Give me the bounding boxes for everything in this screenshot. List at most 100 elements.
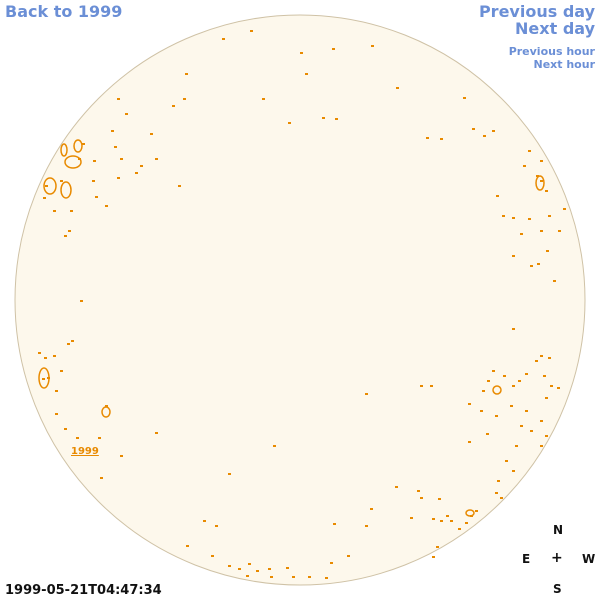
feature-dot: [396, 87, 399, 89]
feature-dot: [335, 118, 338, 120]
feature-dot: [436, 546, 439, 548]
year-marker-link[interactable]: 1999: [71, 446, 99, 457]
feature-dot: [93, 160, 96, 162]
previous-hour-link[interactable]: Previous hour: [508, 45, 595, 58]
feature-dot: [420, 497, 423, 499]
feature-dot: [308, 576, 311, 578]
feature-dot: [178, 185, 181, 187]
next-hour-link[interactable]: Next hour: [533, 58, 596, 71]
feature-dot: [537, 263, 540, 265]
feature-dot: [228, 473, 231, 475]
feature-dot: [518, 380, 521, 382]
feature-dot: [53, 210, 56, 212]
feature-contour: [64, 155, 82, 169]
feature-dot: [530, 265, 533, 267]
feature-dot: [117, 98, 120, 100]
previous-day-link[interactable]: Previous day: [478, 2, 595, 21]
feature-dot: [500, 497, 503, 499]
feature-dot: [111, 130, 114, 132]
feature-dot: [496, 195, 499, 197]
feature-contour: [60, 143, 68, 157]
feature-dot: [480, 410, 483, 412]
feature-dot: [114, 146, 117, 148]
solar-disk: [14, 14, 586, 586]
feature-dot: [53, 355, 56, 357]
feature-dot: [42, 378, 45, 380]
feature-dot: [492, 370, 495, 372]
feature-dot: [450, 520, 453, 522]
feature-dot: [140, 165, 143, 167]
feature-dot: [430, 385, 433, 387]
observation-timestamp: 1999-05-21T04:47:34: [5, 583, 162, 598]
feature-dot: [98, 437, 101, 439]
feature-contour: [101, 406, 111, 418]
feature-dot: [64, 428, 67, 430]
feature-dot: [365, 525, 368, 527]
back-to-year-link[interactable]: Back to 1999: [5, 2, 123, 21]
feature-dot: [262, 98, 265, 100]
feature-dot: [222, 38, 225, 40]
feature-dot: [432, 518, 435, 520]
feature-dot: [292, 576, 295, 578]
feature-contour: [492, 385, 502, 395]
feature-dot: [497, 480, 500, 482]
feature-dot: [440, 138, 443, 140]
feature-dot: [395, 486, 398, 488]
feature-dot: [483, 135, 486, 137]
feature-dot: [505, 460, 508, 462]
compass-west: W: [582, 552, 596, 566]
feature-dot: [492, 130, 495, 132]
feature-dot: [557, 387, 560, 389]
feature-dot: [67, 343, 70, 345]
compass-center-icon: +: [551, 550, 563, 566]
feature-dot: [322, 117, 325, 119]
active-region-contours: [38, 30, 566, 579]
feature-dot: [172, 105, 175, 107]
feature-dot: [125, 113, 128, 115]
feature-dot: [60, 370, 63, 372]
feature-dot: [502, 215, 505, 217]
feature-dot: [486, 433, 489, 435]
feature-dot: [365, 393, 368, 395]
feature-dot: [495, 415, 498, 417]
feature-contour: [535, 175, 545, 191]
feature-dot: [540, 420, 543, 422]
feature-dot: [155, 158, 158, 160]
feature-contour: [60, 181, 72, 199]
feature-dot: [270, 576, 273, 578]
feature-dot: [203, 520, 206, 522]
feature-dot: [215, 525, 218, 527]
feature-dot: [288, 122, 291, 124]
feature-dot: [525, 410, 528, 412]
next-day-link[interactable]: Next day: [515, 19, 595, 38]
feature-dot: [512, 328, 515, 330]
feature-dot: [370, 508, 373, 510]
feature-dot: [546, 250, 549, 252]
feature-dot: [64, 235, 67, 237]
feature-dot: [268, 568, 271, 570]
feature-dot: [512, 385, 515, 387]
feature-dot: [332, 48, 335, 50]
feature-contour: [38, 367, 50, 389]
feature-dot: [305, 73, 308, 75]
feature-dot: [92, 180, 95, 182]
feature-dot: [410, 517, 413, 519]
feature-dot: [228, 565, 231, 567]
feature-dot: [186, 545, 189, 547]
feature-dot: [273, 445, 276, 447]
feature-dot: [540, 160, 543, 162]
feature-dot: [482, 390, 485, 392]
feature-dot: [528, 218, 531, 220]
feature-dot: [548, 215, 551, 217]
feature-dot: [117, 177, 120, 179]
feature-dot: [523, 165, 526, 167]
feature-dot: [55, 413, 58, 415]
feature-dot: [515, 445, 518, 447]
feature-dot: [120, 455, 123, 457]
feature-dot: [82, 143, 85, 145]
feature-dot: [150, 133, 153, 135]
feature-dot: [286, 567, 289, 569]
feature-dot: [105, 205, 108, 207]
feature-dot: [183, 98, 186, 100]
feature-dot: [440, 520, 443, 522]
